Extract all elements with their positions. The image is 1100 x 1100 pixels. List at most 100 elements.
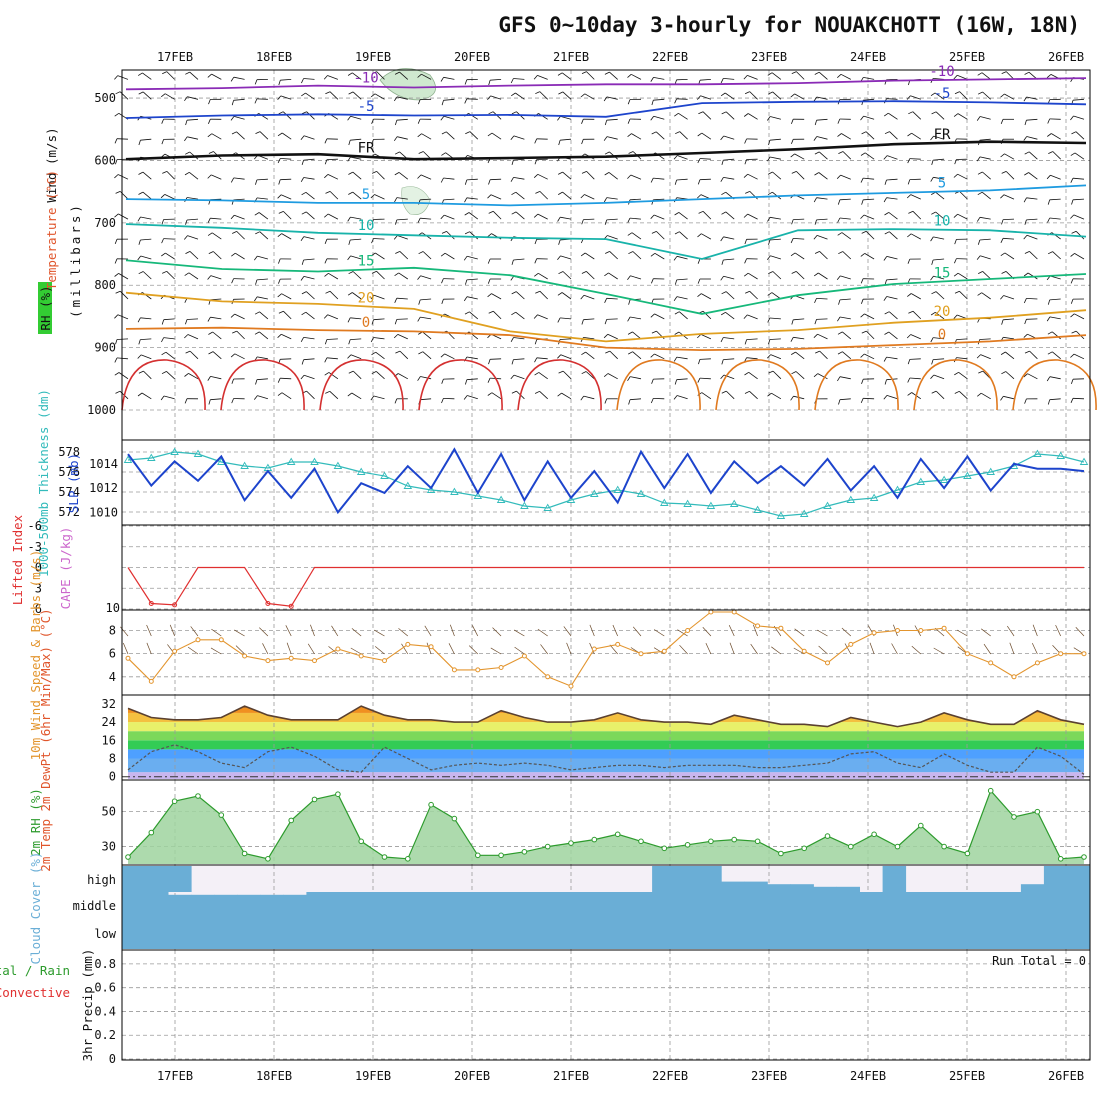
lifted-index-point [148, 601, 154, 606]
wind-barb [701, 132, 712, 140]
thickness-point [590, 489, 599, 497]
wind-barb-flag [767, 191, 773, 196]
wind-barb [536, 357, 548, 360]
rh-point [195, 793, 201, 799]
wind-barb-flag [301, 259, 304, 265]
wind-barb-flag [511, 291, 517, 295]
wind-barb [1028, 151, 1038, 160]
wind-barb-flag [207, 316, 211, 322]
wind-barb [233, 76, 245, 80]
wind-barb [373, 294, 385, 300]
wind-barb-flag [440, 353, 445, 358]
wind-barb [258, 212, 269, 220]
wind-barb-flag [348, 339, 351, 345]
wind-barb-flag [207, 133, 213, 138]
cloud-row-background [122, 866, 1090, 892]
li-tick: -3 [28, 540, 42, 554]
wind-barb-flag [791, 71, 797, 74]
wind-barb [1004, 252, 1015, 260]
wind-barb [327, 213, 339, 220]
cloud-bar [675, 920, 699, 949]
wind-barb-flag [277, 334, 282, 338]
cloud-level-label: high [87, 873, 116, 887]
wind-barb [889, 231, 898, 240]
wind-barb-flag [557, 392, 562, 397]
wind-barb [794, 252, 805, 260]
wind-barb-flag [301, 111, 307, 115]
rh-point [638, 838, 644, 845]
cloud-bar [836, 886, 860, 892]
cloud-bar [145, 920, 169, 949]
cloud-bar [1043, 892, 1068, 920]
rh-tick: 30 [102, 840, 116, 854]
wind-barb-flag [300, 374, 305, 380]
wind-barb [632, 331, 642, 340]
wind-barb-flag [953, 314, 958, 319]
rh-point [591, 836, 598, 843]
wind-barb [632, 251, 642, 260]
wind10m-barb [490, 647, 502, 655]
wind-barb-flag [324, 138, 328, 144]
wind-barb [376, 171, 385, 180]
wind10m-point [172, 648, 178, 654]
wind-barb-flag [627, 118, 631, 124]
cloud-bar [1020, 884, 1045, 892]
wind-barb-flag [814, 71, 820, 75]
wind-barb-flag [720, 374, 725, 380]
wind-barb-flag [393, 96, 398, 102]
wind-barb [796, 171, 805, 180]
wind-barb-flag [487, 392, 493, 396]
wind-barb-flag [371, 71, 377, 75]
thickness-point [286, 457, 296, 465]
rh-point [1081, 854, 1087, 860]
wind-barb-flag [441, 231, 447, 234]
wind10m-point [498, 665, 504, 670]
lifted-index-point [172, 602, 178, 608]
wind-barb [676, 356, 688, 360]
wind-barb [585, 351, 595, 360]
wind-barb-flag [488, 111, 494, 115]
wind-barb-flag [883, 112, 889, 117]
wind-barb [863, 98, 875, 101]
wind-barb [259, 331, 269, 340]
wind-barb-flag [1047, 399, 1051, 405]
wind-barb [816, 298, 828, 300]
wind-barb [933, 258, 945, 261]
isotherm-label: 20 [934, 304, 951, 320]
wind-barb [1049, 316, 1061, 320]
wind-barb-flag [837, 232, 843, 236]
wind-barb-flag [697, 194, 702, 199]
day-label-bottom: 21FEB [553, 1069, 589, 1083]
cloud-bar [122, 892, 146, 920]
cloud-bar [882, 892, 907, 920]
cloud-bar [629, 892, 653, 920]
wind-barb [443, 98, 455, 101]
wind-barb [886, 256, 898, 260]
wind-barb [493, 211, 502, 220]
wind-barb-flag [254, 79, 258, 85]
wind-barb-flag [814, 120, 817, 126]
wind-barb-flag [324, 174, 329, 179]
wind-barb-flag [906, 194, 912, 199]
wind-barb-flag [137, 354, 142, 359]
wind-barb [1026, 197, 1038, 200]
cloud-bar [1020, 892, 1045, 920]
wind-barb-flag [1071, 230, 1077, 234]
wind-barb-flag [161, 351, 167, 356]
wind-barb [886, 98, 898, 100]
wind-barb-flag [487, 377, 491, 383]
wind10m-barb [122, 642, 129, 655]
wind-barb [164, 93, 175, 100]
low-level-contour [1012, 359, 1097, 411]
wind-barb-flag [534, 272, 539, 277]
cloud-bar [974, 892, 999, 920]
wind10m-barb [566, 642, 572, 655]
wind-barb-flag [605, 350, 611, 354]
wind-barb-flag [628, 399, 631, 405]
wind-barb [839, 198, 851, 201]
wind-barb [513, 337, 525, 340]
wind-barb-flag [791, 171, 797, 174]
wind-barb [863, 198, 875, 201]
thickness-point [776, 511, 786, 519]
wind-barb-flag [347, 354, 352, 359]
